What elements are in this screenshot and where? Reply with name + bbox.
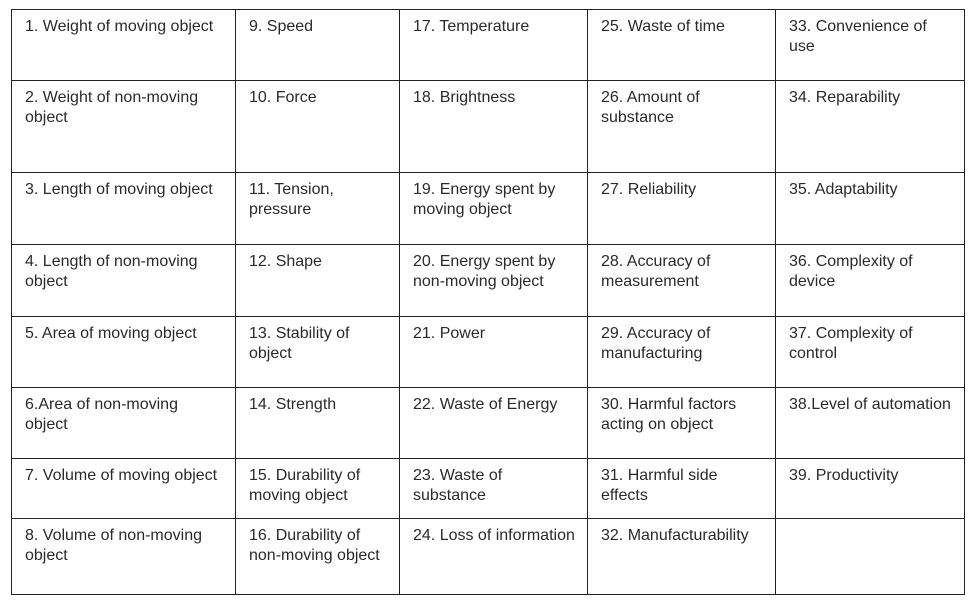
table-cell: 15. Durability of moving object xyxy=(235,458,400,519)
table-row: 3. Length of moving object 11. Tension, p… xyxy=(11,172,965,245)
table-row: 7. Volume of moving object 15. Durability… xyxy=(11,458,965,519)
table-cell: 16. Durability of non-moving object xyxy=(235,518,400,595)
table-cell: 12. Shape xyxy=(235,244,400,317)
table-cell: 19. Energy spent by moving object xyxy=(399,172,588,245)
table-cell: 38.Level of automation xyxy=(775,387,965,459)
table-cell: 33. Convenience of use xyxy=(775,9,965,81)
table-cell: 26. Amount of substance xyxy=(587,80,776,173)
table-cell: 37. Complexity of control xyxy=(775,316,965,388)
table-cell: 3. Length of moving object xyxy=(11,172,236,245)
table-cell: 27. Reliability xyxy=(587,172,776,245)
table-cell: 31. Harmful side effects xyxy=(587,458,776,519)
table-cell: 9. Speed xyxy=(235,9,400,81)
table-cell: 32. Manufacturability xyxy=(587,518,776,595)
table-cell: 5. Area of moving object xyxy=(11,316,236,388)
table-cell: 23. Waste of substance xyxy=(399,458,588,519)
table-cell: 34. Reparability xyxy=(775,80,965,173)
table-cell: 22. Waste of Energy xyxy=(399,387,588,459)
table-row: 2. Weight of non-moving object 10. Force 1… xyxy=(11,80,965,173)
table-cell: 2. Weight of non-moving object xyxy=(11,80,236,173)
table-row: 4. Length of non-moving object 12. Shape 2… xyxy=(11,244,965,317)
parameter-table: 1. Weight of moving object 9. Speed 17. Te… xyxy=(11,9,965,595)
table-cell: 30. Harmful factors acting on object xyxy=(587,387,776,459)
table-cell: 7. Volume of moving object xyxy=(11,458,236,519)
table-row: 1. Weight of moving object 9. Speed 17. Te… xyxy=(11,9,965,81)
table-cell: 24. Loss of information xyxy=(399,518,588,595)
table-cell: 1. Weight of moving object xyxy=(11,9,236,81)
table-cell: 29. Accuracy of manufacturing xyxy=(587,316,776,388)
table-cell: 10. Force xyxy=(235,80,400,173)
table-cell: 35. Adaptability xyxy=(775,172,965,245)
table-cell: 39. Productivity xyxy=(775,458,965,519)
table-cell: 8. Volume of non-moving object xyxy=(11,518,236,595)
table-row: 5. Area of moving object 13. Stability of… xyxy=(11,316,965,388)
table-cell: 36. Complexity of device xyxy=(775,244,965,317)
table-cell: 17. Temperature xyxy=(399,9,588,81)
table-cell: 4. Length of non-moving object xyxy=(11,244,236,317)
table-cell: 28. Accuracy of measurement xyxy=(587,244,776,317)
table-cell xyxy=(775,518,965,595)
table-cell: 25. Waste of time xyxy=(587,9,776,81)
table-cell: 13. Stability of object xyxy=(235,316,400,388)
table-cell: 14. Strength xyxy=(235,387,400,459)
table-cell: 11. Tension, pressure xyxy=(235,172,400,245)
table-cell: 18. Brightness xyxy=(399,80,588,173)
table-row: 8. Volume of non-moving object 16. Durabi… xyxy=(11,518,965,595)
table-cell: 6.Area of non-moving object xyxy=(11,387,236,459)
table-cell: 20. Energy spent by non-moving object xyxy=(399,244,588,317)
table-cell: 21. Power xyxy=(399,316,588,388)
table-row: 6.Area of non-moving object 14. Strength 2… xyxy=(11,387,965,459)
